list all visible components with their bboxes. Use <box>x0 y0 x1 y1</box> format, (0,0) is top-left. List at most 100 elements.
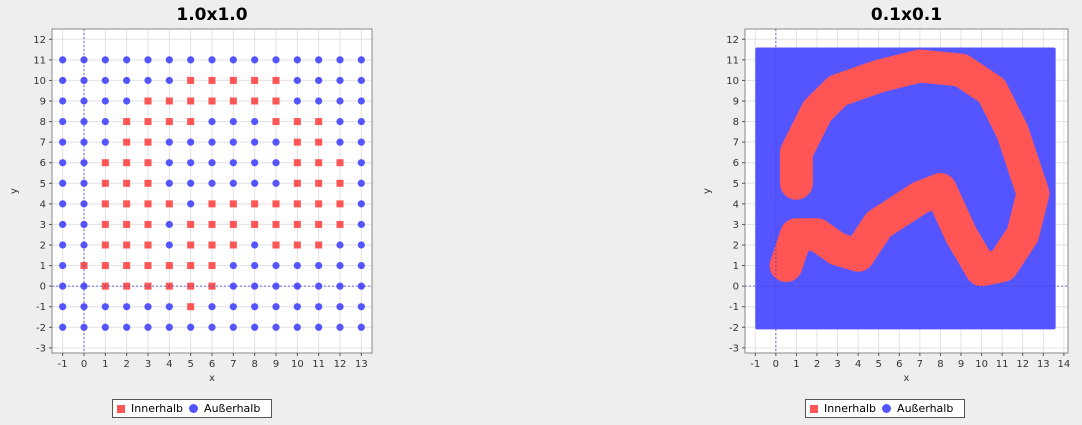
point-inside <box>293 179 301 187</box>
point-outside <box>357 56 365 64</box>
point-outside <box>208 323 216 331</box>
legend-item-outside: Außerhalb <box>189 402 260 415</box>
y-tick-label: 9 <box>733 97 739 108</box>
point-outside <box>229 261 237 270</box>
x-tick-label: 9 <box>958 359 964 370</box>
x-tick-label: 11 <box>996 359 1009 370</box>
point-outside <box>251 138 259 146</box>
point-outside <box>101 76 109 85</box>
y-tick-label: 2 <box>40 241 46 252</box>
point-outside <box>357 241 365 249</box>
legend-label-inside: Innerhalb <box>824 402 877 415</box>
region-inside <box>769 49 1050 287</box>
point-inside <box>123 220 131 228</box>
point-outside <box>165 56 173 64</box>
point-inside <box>272 241 280 249</box>
point-outside <box>59 97 67 105</box>
point-outside <box>336 56 344 64</box>
point-outside <box>80 179 88 187</box>
point-inside <box>101 241 109 249</box>
point-outside <box>357 261 365 270</box>
point-outside <box>144 303 152 311</box>
point-outside <box>187 159 195 167</box>
y-axis-label: y <box>9 188 20 194</box>
point-outside <box>208 303 216 311</box>
point-inside <box>251 220 259 228</box>
x-tick-label: 7 <box>917 359 923 370</box>
x-tick-label: 1 <box>102 359 108 370</box>
y-tick-label: -2 <box>729 323 739 334</box>
point-outside <box>272 138 280 146</box>
point-outside <box>59 200 67 208</box>
point-outside <box>101 303 109 311</box>
point-inside <box>293 159 301 167</box>
x-tick-label: 0 <box>773 359 779 370</box>
x-axis-label: x <box>209 373 215 384</box>
point-inside <box>336 179 344 187</box>
point-outside <box>272 159 280 167</box>
point-outside <box>357 220 365 229</box>
point-inside <box>165 97 173 105</box>
point-outside <box>80 76 88 85</box>
x-tick-label: 10 <box>975 359 988 370</box>
point-outside <box>123 303 131 311</box>
x-tick-label: 2 <box>814 359 820 370</box>
region-outside <box>755 47 1056 330</box>
x-tick-label: 10 <box>291 359 304 370</box>
point-outside <box>144 76 152 85</box>
point-outside <box>229 56 237 64</box>
point-inside <box>144 179 152 187</box>
point-outside <box>315 261 323 270</box>
point-outside <box>229 303 237 311</box>
point-inside <box>123 262 131 270</box>
point-inside <box>187 262 195 270</box>
y-tick-label: 2 <box>733 241 739 252</box>
point-inside <box>187 97 195 105</box>
x-tick-label: 12 <box>334 359 347 370</box>
x-tick-label: -1 <box>750 359 760 370</box>
point-outside <box>59 241 67 249</box>
x-tick-label: 8 <box>251 359 257 370</box>
point-inside <box>208 262 216 270</box>
point-outside <box>123 76 131 85</box>
point-outside <box>336 261 344 270</box>
point-outside <box>187 138 195 146</box>
point-inside <box>187 241 195 249</box>
point-outside <box>315 56 323 64</box>
y-tick-label: -2 <box>36 323 46 334</box>
chart-1: 1.0x1.0-1 0 1 2 3 4 5 6 7 8 9 10 11 12 13-3-2-10123456… <box>9 5 373 384</box>
point-inside <box>187 76 195 84</box>
point-outside <box>357 138 365 146</box>
y-tick-label: 5 <box>733 179 739 190</box>
plot-border <box>744 28 1069 354</box>
point-outside <box>336 138 344 146</box>
point-inside <box>123 241 131 249</box>
point-outside <box>336 97 344 105</box>
point-outside <box>187 323 195 331</box>
point-outside <box>59 117 67 126</box>
point-outside <box>336 323 344 331</box>
point-outside <box>144 56 152 64</box>
y-tick-label: 6 <box>733 158 739 169</box>
point-outside <box>272 56 280 64</box>
point-outside <box>59 179 67 187</box>
x-tick-label: 0 <box>81 359 87 370</box>
point-outside <box>293 323 301 331</box>
point-inside <box>293 200 301 208</box>
point-outside <box>187 200 195 208</box>
legend-square-icon <box>810 404 818 413</box>
point-outside <box>101 323 109 331</box>
point-inside <box>187 282 195 290</box>
y-tick-label: 9 <box>40 97 46 108</box>
x-tick-label: 3 <box>145 359 151 370</box>
y-tick-label: 0 <box>733 282 739 293</box>
point-outside <box>123 56 131 64</box>
point-outside <box>59 261 67 270</box>
y-tick-label: 0 <box>40 282 46 293</box>
point-inside <box>272 97 280 105</box>
point-outside <box>165 241 173 249</box>
point-inside <box>315 179 323 187</box>
point-outside <box>208 117 216 126</box>
point-inside <box>293 220 301 228</box>
x-tick-label: 5 <box>876 359 882 370</box>
